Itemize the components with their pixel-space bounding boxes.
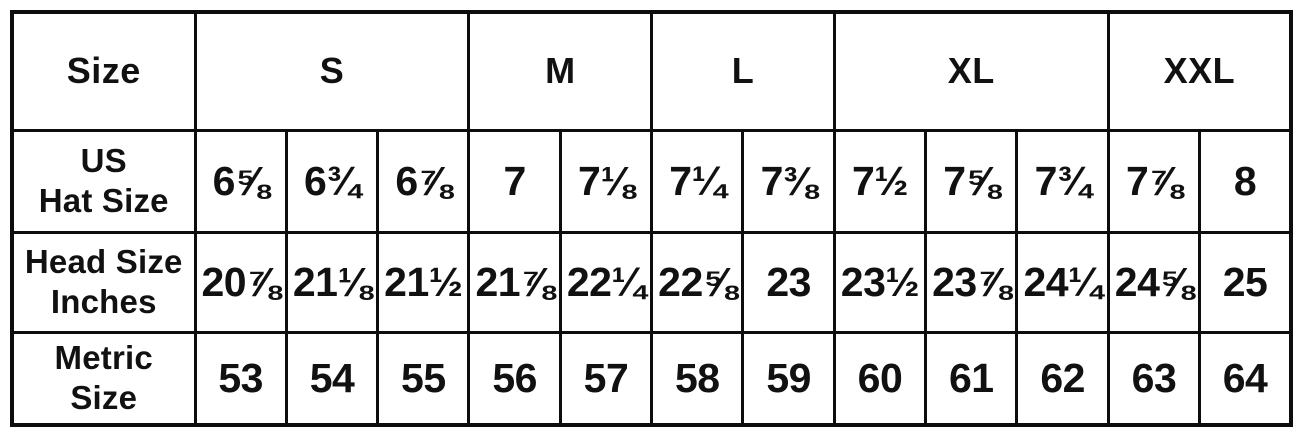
metric-size-value: 58 bbox=[650, 330, 745, 427]
metric-size-value: 55 bbox=[376, 330, 471, 427]
us-hat-size-value: 7¼ bbox=[650, 128, 745, 234]
head-size-value: 24⅝ bbox=[1106, 230, 1202, 334]
size-group-l: L bbox=[650, 10, 836, 132]
us-hat-size-value: 7¾ bbox=[1015, 128, 1110, 234]
metric-size-value: 53 bbox=[193, 330, 288, 427]
head-size-value: 20⅞ bbox=[193, 230, 288, 334]
us-hat-size-value: 6¾ bbox=[284, 128, 380, 234]
metric-size-value: 64 bbox=[1198, 330, 1293, 427]
head-size-value: 23 bbox=[741, 230, 836, 334]
head-size-value: 23½ bbox=[832, 230, 928, 334]
us-hat-size-value: 7½ bbox=[832, 128, 928, 234]
us-hat-size-value: 7 bbox=[467, 128, 562, 234]
metric-size-value: 59 bbox=[741, 330, 836, 427]
size-group-s: S bbox=[193, 10, 471, 132]
head-size-value: 22¼ bbox=[558, 230, 654, 334]
metric-size-value: 61 bbox=[924, 330, 1019, 427]
metric-size-value: 62 bbox=[1015, 330, 1110, 427]
hat-size-conversion-table: Size S M L XL XXL US Hat Size 6⅝ 6¾ 6⅞ 7… bbox=[10, 10, 1293, 427]
head-size-inches-row: Head Size Inches 20⅞ 21⅛ 21½ 21⅞ 22¼ 22⅝… bbox=[10, 230, 1293, 334]
head-size-value: 25 bbox=[1198, 230, 1293, 334]
metric-size-value: 57 bbox=[558, 330, 654, 427]
us-hat-size-value: 8 bbox=[1198, 128, 1293, 234]
us-hat-size-value: 7⅜ bbox=[741, 128, 836, 234]
head-size-value: 21½ bbox=[376, 230, 471, 334]
size-group-header-row: Size S M L XL XXL bbox=[10, 10, 1293, 132]
metric-size-row-label: Metric Size bbox=[10, 330, 197, 427]
head-size-value: 23⅞ bbox=[924, 230, 1019, 334]
size-group-xl: XL bbox=[832, 10, 1110, 132]
head-size-value: 21⅞ bbox=[467, 230, 562, 334]
size-group-xxl: XXL bbox=[1106, 10, 1293, 132]
head-size-value: 22⅝ bbox=[650, 230, 745, 334]
head-size-value: 21⅛ bbox=[284, 230, 380, 334]
us-hat-size-row: US Hat Size 6⅝ 6¾ 6⅞ 7 7⅛ 7¼ 7⅜ 7½ 7⅝ 7¾… bbox=[10, 128, 1293, 234]
head-size-row-label: Head Size Inches bbox=[10, 230, 197, 334]
head-size-value: 24¼ bbox=[1015, 230, 1110, 334]
size-corner-label: Size bbox=[10, 10, 197, 132]
metric-size-value: 54 bbox=[284, 330, 380, 427]
us-hat-size-value: 7⅞ bbox=[1106, 128, 1202, 234]
us-hat-size-value: 7⅝ bbox=[924, 128, 1019, 234]
us-hat-size-value: 6⅞ bbox=[376, 128, 471, 234]
us-hat-size-value: 7⅛ bbox=[558, 128, 654, 234]
us-hat-size-row-label: US Hat Size bbox=[10, 128, 197, 234]
size-group-m: M bbox=[467, 10, 654, 132]
us-hat-size-value: 6⅝ bbox=[193, 128, 288, 234]
metric-size-value: 56 bbox=[467, 330, 562, 427]
metric-size-value: 60 bbox=[832, 330, 928, 427]
metric-size-row: Metric Size 53 54 55 56 57 58 59 60 61 6… bbox=[10, 330, 1293, 427]
metric-size-value: 63 bbox=[1106, 330, 1202, 427]
